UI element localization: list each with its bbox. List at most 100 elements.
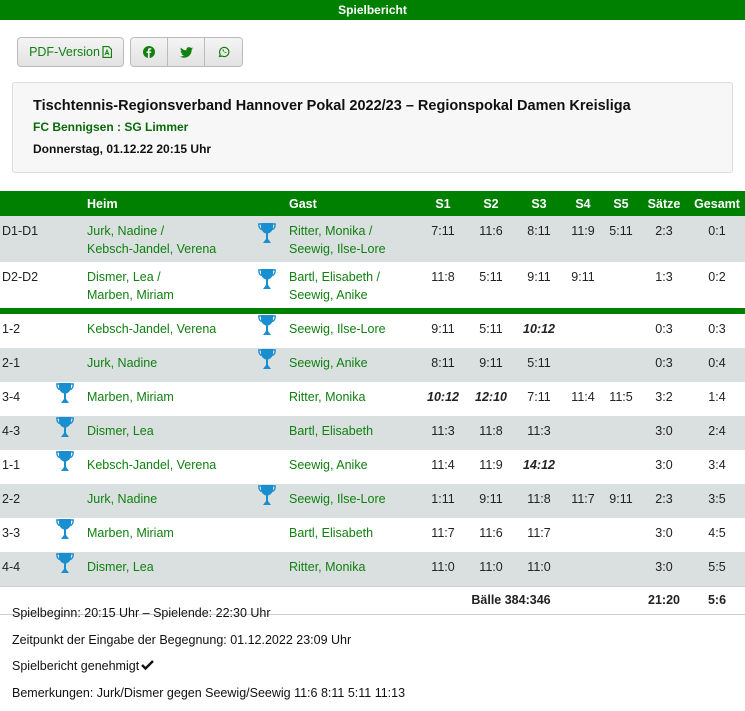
entry-timestamp: Zeitpunkt der Eingabe der Begegnung: 01.… bbox=[12, 632, 352, 647]
match-label: 2-1 bbox=[0, 348, 42, 382]
guest-players: Ritter, Monika / Seewig, Ilse-Lore bbox=[289, 216, 419, 262]
home-player: Kebsch-Jandel, Verena bbox=[87, 322, 217, 336]
pdf-version-button[interactable]: PDF-Version bbox=[17, 37, 124, 67]
facebook-share-button[interactable] bbox=[131, 38, 168, 66]
guest-player: Bartl, Elisabeth bbox=[289, 416, 419, 450]
match-info-panel: Tischtennis-Regionsverband Hannover Poka… bbox=[12, 82, 733, 173]
running-total: 1:4 bbox=[708, 390, 726, 404]
trophy-icon bbox=[258, 485, 276, 505]
home-player: Dismer, Lea / bbox=[87, 270, 161, 284]
running-total: 0:3 bbox=[708, 322, 726, 336]
header-gast: Gast bbox=[289, 191, 419, 216]
set-score-1: 10:12 bbox=[427, 390, 459, 404]
set-score-5 bbox=[603, 416, 639, 450]
table-row: 2-1 Jurk, Nadine Seewig, Anike 8:11 9:11 5:11… bbox=[0, 348, 745, 382]
guest-player: Seewig, Anike bbox=[289, 288, 368, 302]
set-score-2: 11:9 bbox=[479, 458, 503, 472]
guest-win-cell bbox=[245, 552, 289, 587]
guest-player: Seewig, Anike bbox=[289, 348, 419, 382]
set-score-5 bbox=[603, 552, 639, 587]
trophy-icon bbox=[258, 269, 276, 289]
home-win-cell bbox=[42, 484, 87, 518]
guest-win-cell bbox=[245, 484, 289, 518]
home-player: Kebsch-Jandel, Verena bbox=[87, 458, 217, 472]
share-buttons bbox=[130, 37, 243, 67]
home-win-cell bbox=[42, 416, 87, 450]
sets-result: 1:3 bbox=[655, 270, 673, 284]
running-total: 0:2 bbox=[708, 270, 726, 284]
page-header: Spielbericht bbox=[0, 0, 745, 20]
match-teams: FC Bennigsen : SG Limmer bbox=[33, 120, 189, 134]
guest-win-cell bbox=[245, 450, 289, 484]
match-label: 4-4 bbox=[0, 552, 42, 587]
set-score-3: 8:11 bbox=[515, 216, 563, 262]
competition-title: Tischtennis-Regionsverband Hannover Poka… bbox=[33, 98, 631, 114]
set-score-1: 11:7 bbox=[431, 526, 455, 540]
trophy-icon bbox=[55, 383, 74, 403]
guest-player: Seewig, Ilse-Lore bbox=[289, 242, 386, 256]
toolbar: PDF-Version bbox=[17, 37, 243, 67]
set-score-2: 11:6 bbox=[479, 526, 503, 540]
set-score-1: 11:3 bbox=[419, 416, 467, 450]
guest-player: Seewig, Ilse-Lore bbox=[289, 484, 419, 518]
table-row: 1-2 Kebsch-Jandel, Verena Seewig, Ilse-Lor… bbox=[0, 314, 745, 348]
trophy-icon bbox=[55, 451, 74, 471]
set-score-4 bbox=[563, 348, 603, 382]
set-score-5: 9:11 bbox=[603, 484, 639, 518]
set-score-2: 9:11 bbox=[467, 484, 515, 518]
running-total: 2:4 bbox=[689, 416, 745, 450]
home-player: Jurk, Nadine bbox=[87, 484, 245, 518]
header-saetze: Sätze bbox=[639, 191, 689, 216]
match-label: 4-3 bbox=[0, 416, 42, 450]
home-win-cell bbox=[42, 216, 87, 262]
twitter-icon bbox=[179, 46, 193, 58]
table-header-row: Heim Gast S1 S2 S3 S4 S5 Sätze Gesamt bbox=[0, 191, 745, 216]
trophy-icon bbox=[258, 223, 276, 243]
pdf-label: PDF-Version bbox=[29, 45, 100, 59]
set-score-1: 11:4 bbox=[431, 458, 455, 472]
home-player: Kebsch-Jandel, Verena bbox=[87, 242, 217, 256]
set-score-2: 11:6 bbox=[467, 216, 515, 262]
set-score-3: 11:8 bbox=[515, 484, 563, 518]
set-score-2: 5:11 bbox=[479, 270, 503, 284]
match-label: 2-2 bbox=[0, 484, 42, 518]
sets-result: 3:0 bbox=[639, 552, 689, 587]
totals-row: Bälle 384:346 21:20 5:6 bbox=[0, 586, 745, 615]
home-win-cell bbox=[42, 382, 87, 416]
set-score-4: 11:9 bbox=[563, 216, 603, 262]
set-score-3: 5:11 bbox=[515, 348, 563, 382]
table-row: 4-3 Dismer, Lea Bartl, Elisabeth 11:3 11:8 11… bbox=[0, 416, 745, 450]
table-row: 4-4 Dismer, Lea Ritter, Monika 11:0 11:0 11:0… bbox=[0, 552, 745, 587]
set-score-2: 11:8 bbox=[467, 416, 515, 450]
checkmark-icon bbox=[141, 660, 155, 671]
set-score-3: 11:3 bbox=[515, 416, 563, 450]
running-total: 0:4 bbox=[689, 348, 745, 382]
match-date: Donnerstag, 01.12.22 20:15 Uhr bbox=[33, 142, 212, 156]
set-score-5 bbox=[603, 450, 639, 484]
header-s2: S2 bbox=[467, 191, 515, 216]
set-score-4 bbox=[563, 552, 603, 587]
set-score-1: 11:0 bbox=[419, 552, 467, 587]
header-s5: S5 bbox=[603, 191, 639, 216]
approval-status: Spielbericht genehmigt bbox=[12, 657, 405, 684]
trophy-icon bbox=[55, 417, 74, 437]
set-score-1: 8:11 bbox=[419, 348, 467, 382]
set-score-5 bbox=[603, 262, 639, 308]
twitter-share-button[interactable] bbox=[168, 38, 205, 66]
total-sets: 21:20 bbox=[639, 586, 689, 615]
home-win-cell bbox=[42, 348, 87, 382]
guest-player: Ritter, Monika / bbox=[289, 224, 373, 238]
header-gesamt: Gesamt bbox=[689, 191, 745, 216]
home-player: Marben, Miriam bbox=[87, 390, 174, 404]
match-label: 1-2 bbox=[2, 322, 21, 336]
guest-player: Ritter, Monika bbox=[289, 390, 366, 404]
guest-player: Bartl, Elisabeth bbox=[289, 526, 374, 540]
total-score: 5:6 bbox=[689, 586, 745, 615]
set-score-1: 1:11 bbox=[419, 484, 467, 518]
whatsapp-share-button[interactable] bbox=[205, 38, 242, 66]
guest-win-cell bbox=[245, 216, 289, 262]
match-label: 3-4 bbox=[2, 390, 21, 404]
set-score-3: 14:12 bbox=[523, 458, 555, 472]
home-player: Jurk, Nadine bbox=[87, 348, 245, 382]
sets-result: 0:3 bbox=[639, 348, 689, 382]
